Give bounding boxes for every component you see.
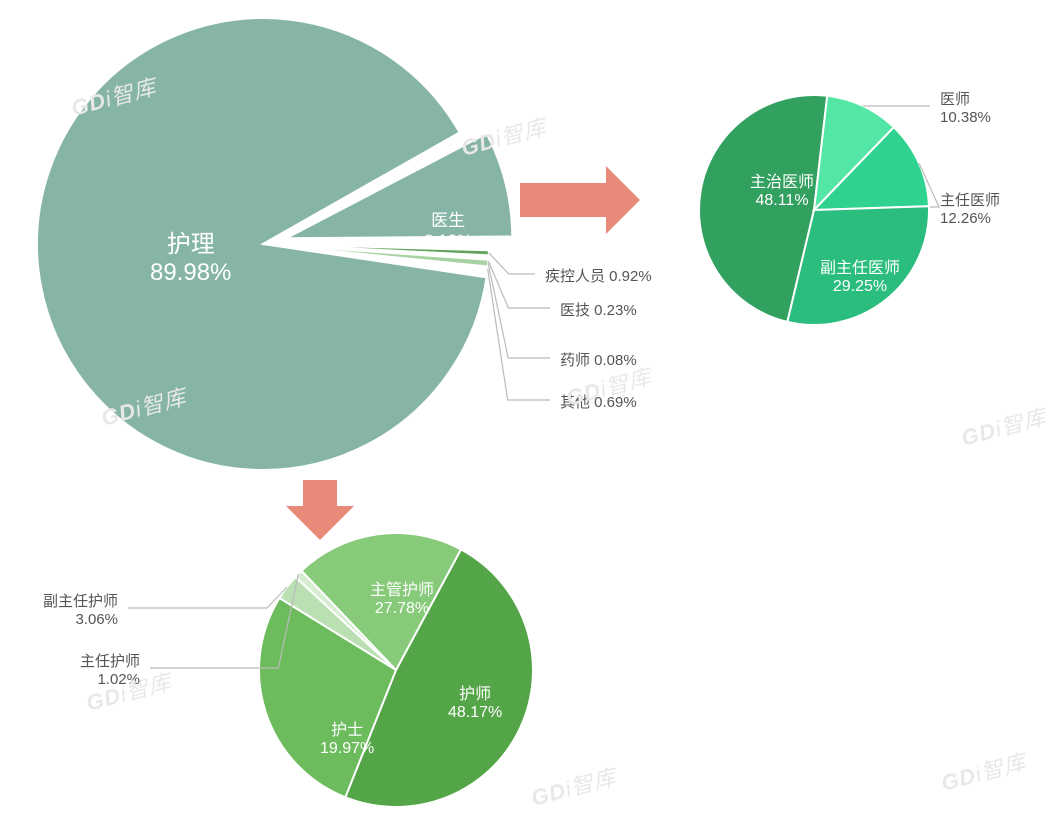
nursing-pie	[128, 533, 533, 807]
arrow-shape	[520, 166, 640, 234]
main-pie-slice-nursing	[37, 18, 487, 470]
main-pie-label-doctor: 医生8.10%	[424, 206, 472, 251]
nursing-pie-label-supervisor: 主管护师27.78%	[370, 576, 434, 618]
nursing-pie-label-nurse: 护士19.97%	[320, 716, 374, 758]
main-pie-leader-0	[489, 253, 535, 274]
doctor-pie-label-attending: 主治医师48.11%	[750, 168, 814, 210]
main-pie-ext-label-0: 疾控人员 0.92%	[545, 265, 652, 286]
breakdown-arrow	[520, 166, 640, 234]
nursing-pie-label-nurse_practitioner: 护师48.17%	[448, 680, 502, 722]
main-pie-ext-label-1: 医技 0.23%	[560, 299, 637, 320]
main-pie-leader-3	[488, 269, 550, 400]
main-pie-label-nursing: 护理89.98%	[150, 224, 231, 287]
main-pie-leader-1	[488, 261, 550, 308]
arrow-shape	[286, 480, 354, 540]
doctor-pie-label-assoc: 副主任医师29.25%	[820, 254, 900, 296]
main-pie-ext-label-2: 药师 0.08%	[560, 349, 637, 370]
main-pie-ext-label-3: 其他 0.69%	[560, 391, 637, 412]
chart-canvas	[0, 0, 1058, 817]
nursing-pie-ext-label-1: 主任护师1.02%	[80, 650, 140, 688]
nursing-pie-ext-label-0: 副主任护师3.06%	[43, 590, 118, 628]
nursing-pie-leader-0	[128, 587, 287, 608]
doctor-pie-ext-label-0: 医师10.38%	[940, 88, 991, 126]
main-pie	[37, 18, 550, 470]
main-pie-leader-2	[488, 263, 550, 358]
doctor-pie-ext-label-1: 主任医师12.26%	[940, 189, 1000, 227]
breakdown-arrow	[286, 480, 354, 540]
